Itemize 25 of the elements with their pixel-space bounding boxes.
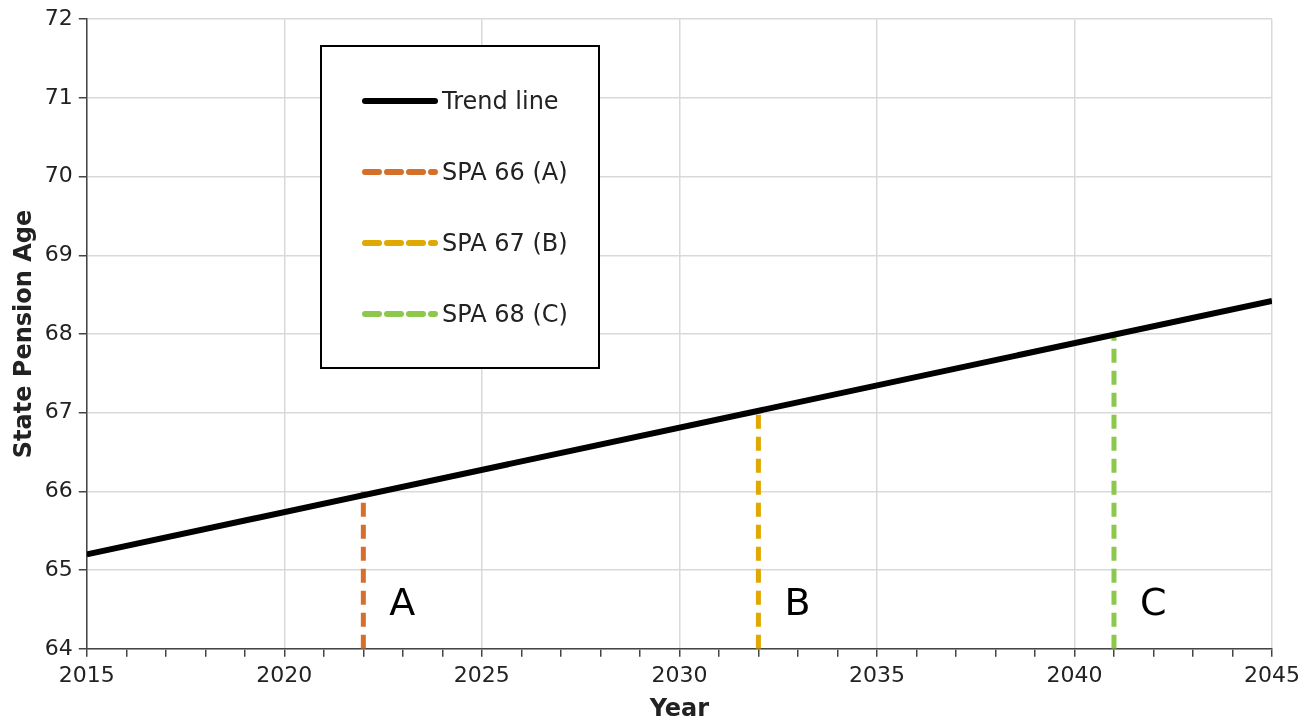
x-tick-label: 2015 <box>58 661 115 687</box>
legend-label: SPA 68 (C) <box>442 299 568 328</box>
y-tick-label: 67 <box>44 398 73 424</box>
legend-label: Trend line <box>442 86 559 115</box>
y-tick-label: 68 <box>44 319 73 345</box>
legend-label: SPA 66 (A) <box>442 157 568 186</box>
y-tick-label: 65 <box>44 555 73 581</box>
x-tick-label: 2025 <box>453 661 510 687</box>
y-tick-label: 70 <box>44 162 73 188</box>
y-tick-label: 66 <box>44 477 73 503</box>
y-tick-label: 64 <box>44 634 73 660</box>
x-tick-label: 2020 <box>256 661 313 687</box>
y-tick-label: 72 <box>44 4 73 30</box>
x-tick-label: 2035 <box>848 661 905 687</box>
annotation: C <box>1139 580 1167 625</box>
legend-label: SPA 67 (B) <box>442 228 568 257</box>
x-tick-label: 2045 <box>1244 661 1300 687</box>
x-tick-label: 2030 <box>651 661 708 687</box>
y-tick-label: 69 <box>44 241 73 267</box>
x-axis-title: Year <box>648 693 710 722</box>
annotation: A <box>389 580 416 625</box>
y-tick-label: 71 <box>44 83 73 109</box>
x-tick-label: 2040 <box>1046 661 1103 687</box>
annotation: B <box>784 580 811 625</box>
y-axis-title: State Pension Age <box>8 209 37 459</box>
